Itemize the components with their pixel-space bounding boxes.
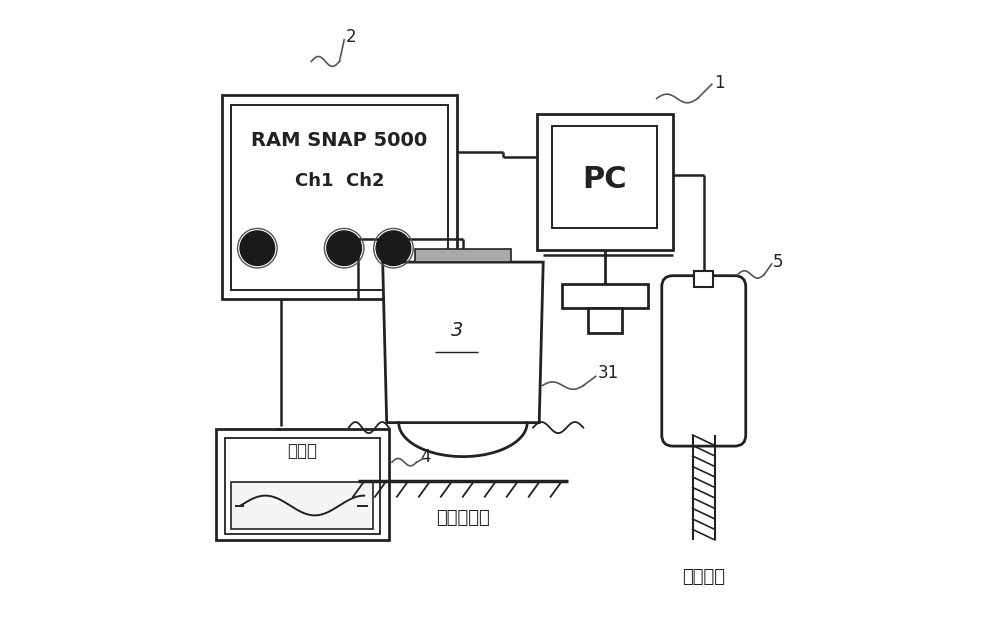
Circle shape xyxy=(327,231,361,265)
Text: 3: 3 xyxy=(451,320,463,340)
Bar xyxy=(216,429,389,540)
Text: 1: 1 xyxy=(714,74,725,92)
Text: RAM SNAP 5000: RAM SNAP 5000 xyxy=(251,131,428,150)
Bar xyxy=(537,114,673,250)
Bar xyxy=(231,482,373,529)
Text: 4: 4 xyxy=(421,447,431,465)
Bar xyxy=(588,308,622,333)
Bar xyxy=(562,283,648,308)
Bar xyxy=(694,272,713,287)
Polygon shape xyxy=(383,262,543,422)
Circle shape xyxy=(240,231,275,265)
Bar xyxy=(222,95,457,299)
Text: 31: 31 xyxy=(597,364,619,383)
Text: 步进电机: 步进电机 xyxy=(682,568,725,586)
Bar xyxy=(225,438,380,534)
Text: 2: 2 xyxy=(346,28,357,45)
Bar xyxy=(415,249,511,262)
Text: PC: PC xyxy=(583,164,627,194)
Text: 5: 5 xyxy=(773,253,783,271)
FancyBboxPatch shape xyxy=(662,276,746,446)
Text: 聚焦换能器: 聚焦换能器 xyxy=(436,509,490,527)
Text: 示波器: 示波器 xyxy=(287,442,317,460)
Text: Ch1  Ch2: Ch1 Ch2 xyxy=(295,172,384,190)
Bar xyxy=(552,126,657,228)
Bar xyxy=(231,105,448,290)
Circle shape xyxy=(376,231,411,265)
